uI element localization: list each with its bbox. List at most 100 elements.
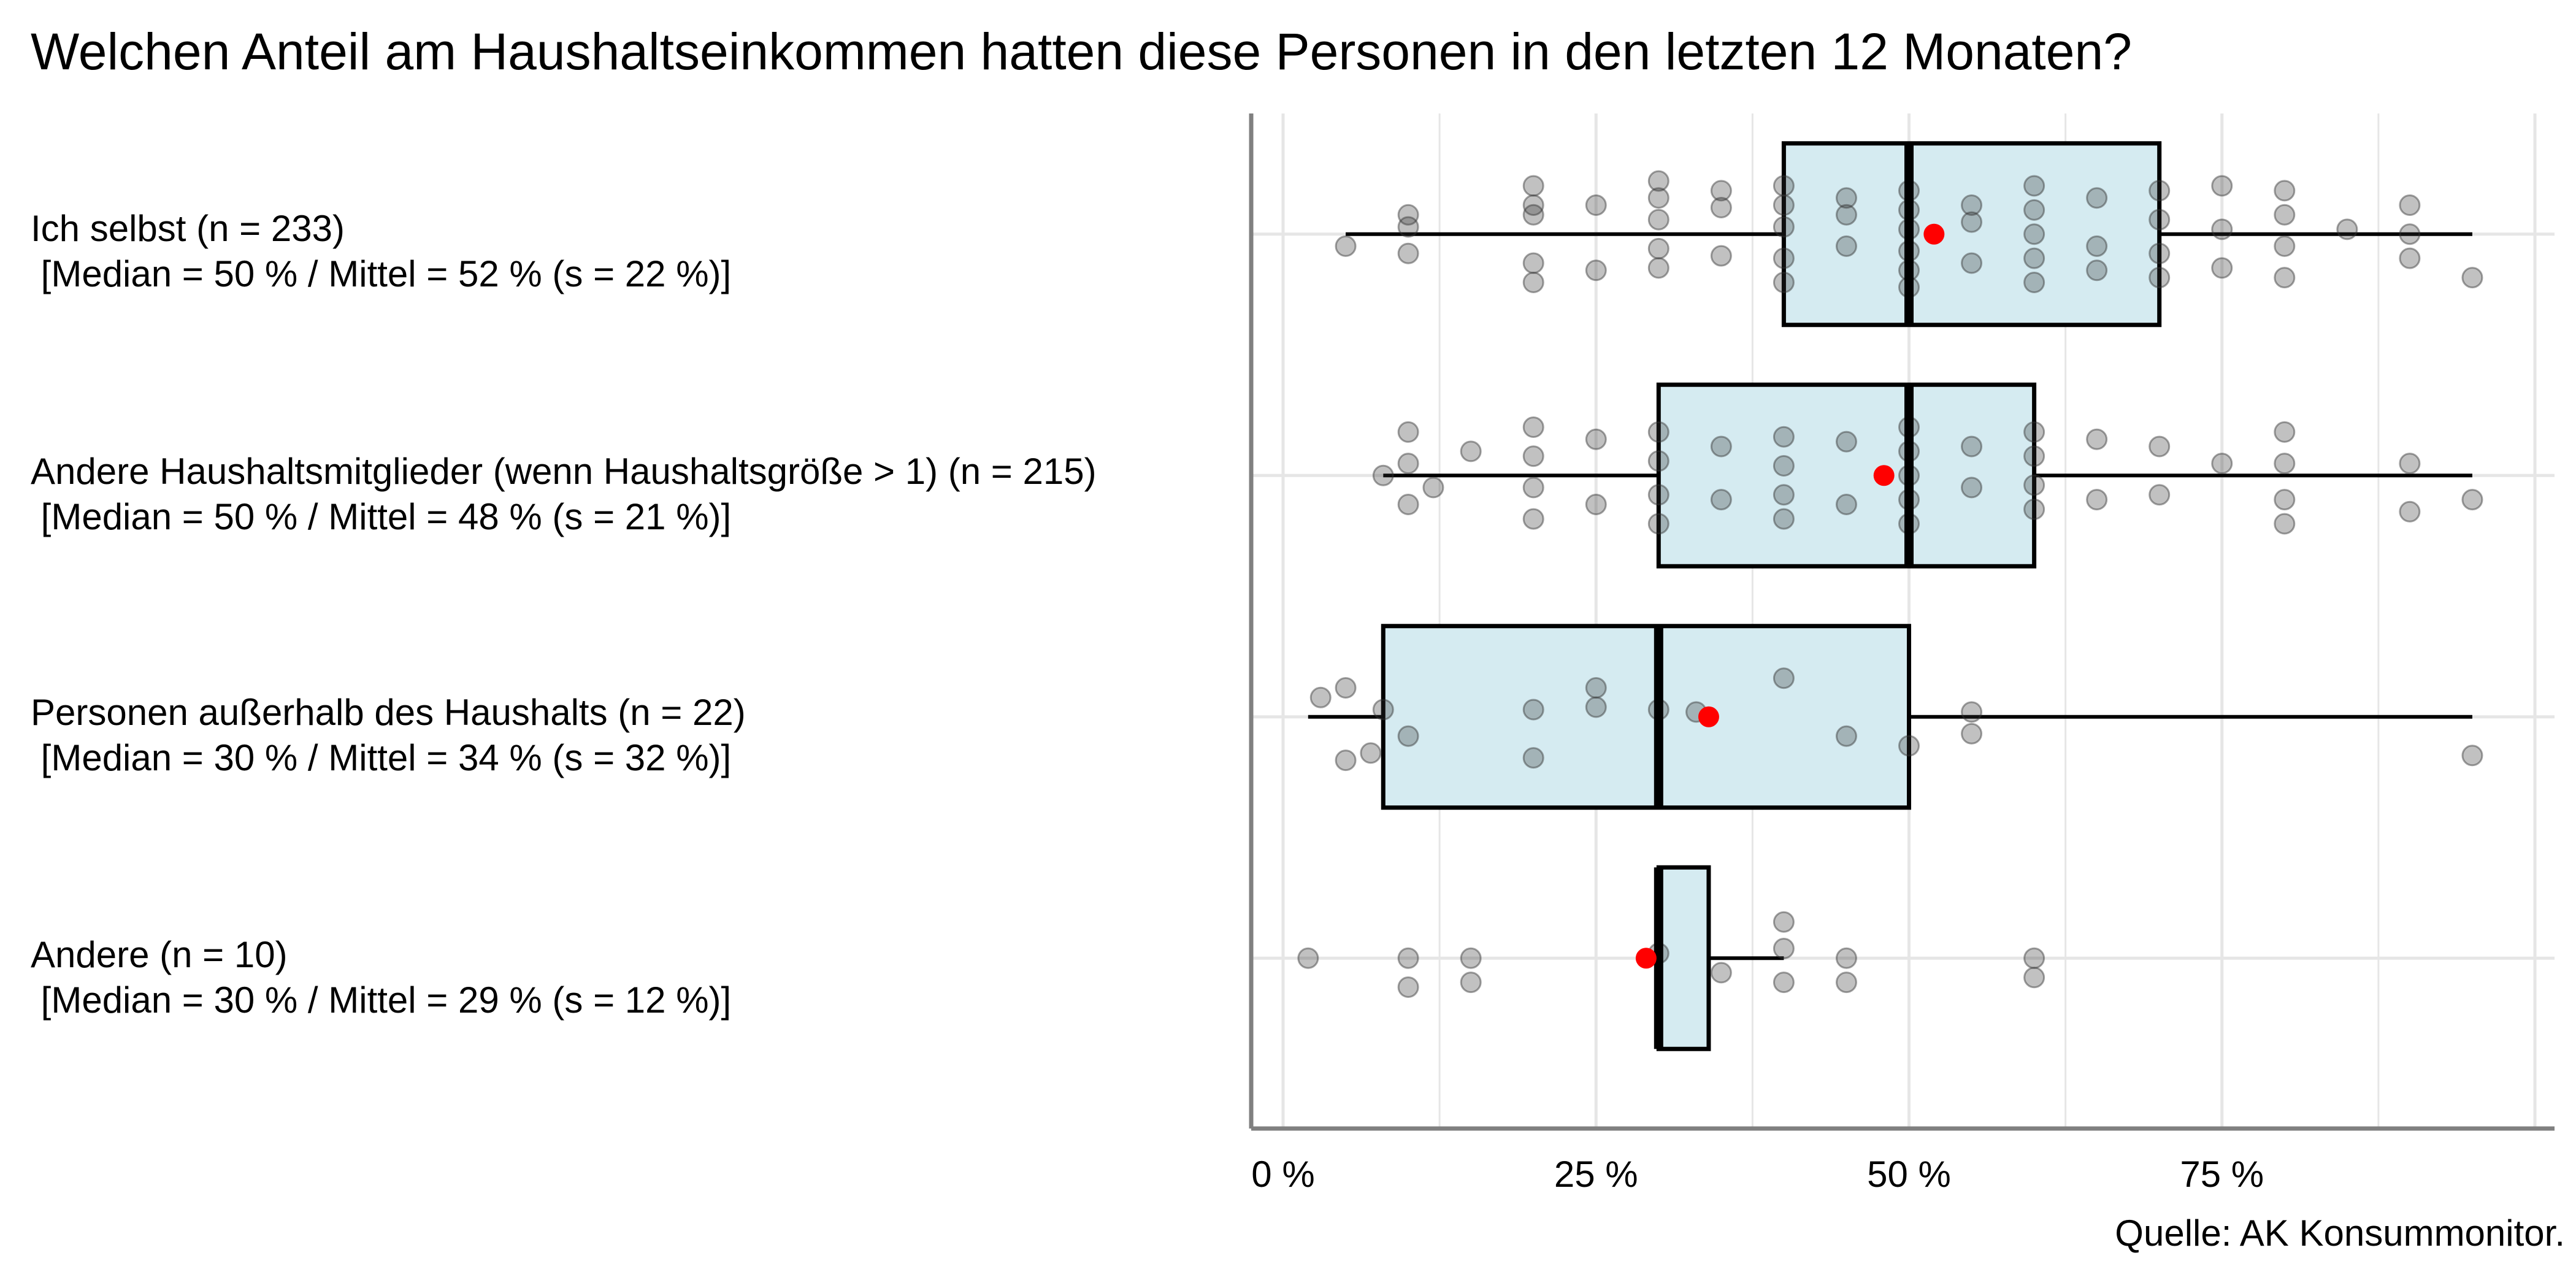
data-point [1647, 257, 1669, 279]
data-point [2023, 223, 2045, 245]
data-point [2086, 187, 2108, 209]
chart-title: Welchen Anteil am Haushaltseinkommen hat… [31, 23, 2132, 80]
data-point [1773, 455, 1795, 477]
data-point [1522, 445, 1544, 467]
data-point [1710, 489, 1732, 511]
category-label: Personen außerhalb des Haushalts (n = 22… [31, 690, 746, 781]
data-point [2023, 498, 2045, 520]
data-point [1647, 187, 1669, 209]
data-point [1773, 271, 1795, 293]
data-point [1898, 735, 1920, 757]
data-point [1835, 204, 1857, 226]
data-point [2274, 267, 2296, 289]
data-point [1397, 725, 1419, 747]
data-point [1585, 428, 1607, 450]
data-point [1710, 435, 1732, 458]
data-point [2149, 267, 2171, 289]
data-point [1585, 696, 1607, 718]
chart-caption: Quelle: AK Konsummonitor. [2115, 1213, 2565, 1254]
data-point [1422, 477, 1444, 499]
mean-point [1923, 223, 1945, 245]
data-point [1460, 947, 1482, 969]
data-point [1773, 216, 1795, 238]
data-point [1710, 180, 1732, 202]
data-point [1647, 450, 1669, 472]
box-iqr [1381, 624, 1911, 810]
data-point [2149, 209, 2171, 231]
data-point [1647, 484, 1669, 506]
data-point [2461, 745, 2483, 767]
x-tick-label: 50 % [1867, 1154, 1951, 1195]
data-point [2274, 204, 2296, 226]
category-label-line1: Ich selbst (n = 233) [31, 208, 345, 249]
data-point [2023, 175, 2045, 197]
data-point [2149, 180, 2171, 202]
data-point [1835, 725, 1857, 747]
data-point [2023, 199, 2045, 221]
data-point [2023, 421, 2045, 443]
data-point [1773, 484, 1795, 506]
data-point [1335, 235, 1357, 257]
data-point [2274, 235, 2296, 257]
data-point [1961, 252, 1983, 274]
data-point [2086, 235, 2108, 257]
data-point [1335, 677, 1357, 699]
data-point [1710, 962, 1732, 984]
category-label: Andere Haushaltsmitglieder (wenn Haushal… [31, 449, 1097, 540]
data-point [1647, 170, 1669, 192]
data-point [2149, 242, 2171, 264]
data-point [1522, 175, 1544, 197]
category-label-line2: [Median = 50 % / Mittel = 48 % (s = 21 %… [31, 496, 732, 537]
data-point [1585, 493, 1607, 515]
data-point [1522, 204, 1544, 226]
category-label-line2: [Median = 30 % / Mittel = 34 % (s = 32 %… [31, 737, 732, 778]
data-point [1835, 493, 1857, 515]
data-point [1397, 947, 1419, 969]
data-point [1585, 259, 1607, 282]
data-point [2274, 180, 2296, 202]
data-point [2399, 453, 2421, 475]
data-point [2274, 453, 2296, 475]
x-tick-label: 75 % [2180, 1154, 2264, 1195]
data-point [1522, 194, 1544, 217]
box-iqr [1656, 382, 2037, 569]
category-label: Andere (n = 10) [Median = 30 % / Mittel … [31, 932, 731, 1023]
data-point [1522, 747, 1544, 769]
data-point [2086, 428, 2108, 450]
mean-point [1635, 948, 1657, 969]
data-point [2023, 271, 2045, 293]
data-point [1835, 431, 1857, 453]
data-point [1585, 194, 1607, 217]
data-point [1961, 723, 1983, 745]
data-point [2461, 267, 2483, 289]
data-point [1961, 194, 1983, 217]
data-point [2274, 513, 2296, 535]
data-point [2023, 967, 2045, 989]
data-point [2399, 500, 2421, 523]
data-point [1522, 477, 1544, 499]
data-point [1372, 464, 1394, 486]
data-point [2274, 489, 2296, 511]
data-point [2211, 453, 2233, 475]
data-point [1522, 416, 1544, 439]
data-point [1397, 242, 1419, 264]
mean-point [1873, 465, 1895, 486]
data-point [2023, 445, 2045, 467]
data-point [1397, 976, 1419, 998]
x-tick-label: 25 % [1554, 1154, 1638, 1195]
data-point [1360, 742, 1382, 764]
data-point [1522, 271, 1544, 293]
data-point [2211, 218, 2233, 240]
data-point [2211, 175, 2233, 197]
category-label-line2: [Median = 50 % / Mittel = 52 % (s = 22 %… [31, 253, 732, 294]
data-point [1647, 513, 1669, 535]
data-point [1835, 235, 1857, 257]
data-point [1773, 194, 1795, 217]
data-point [1647, 421, 1669, 443]
data-point [1773, 508, 1795, 530]
data-point [1835, 972, 1857, 994]
data-point [2461, 489, 2483, 511]
data-point [1647, 209, 1669, 231]
data-point [1773, 938, 1795, 960]
category-label-line2: [Median = 30 % / Mittel = 29 % (s = 12 %… [31, 979, 732, 1021]
